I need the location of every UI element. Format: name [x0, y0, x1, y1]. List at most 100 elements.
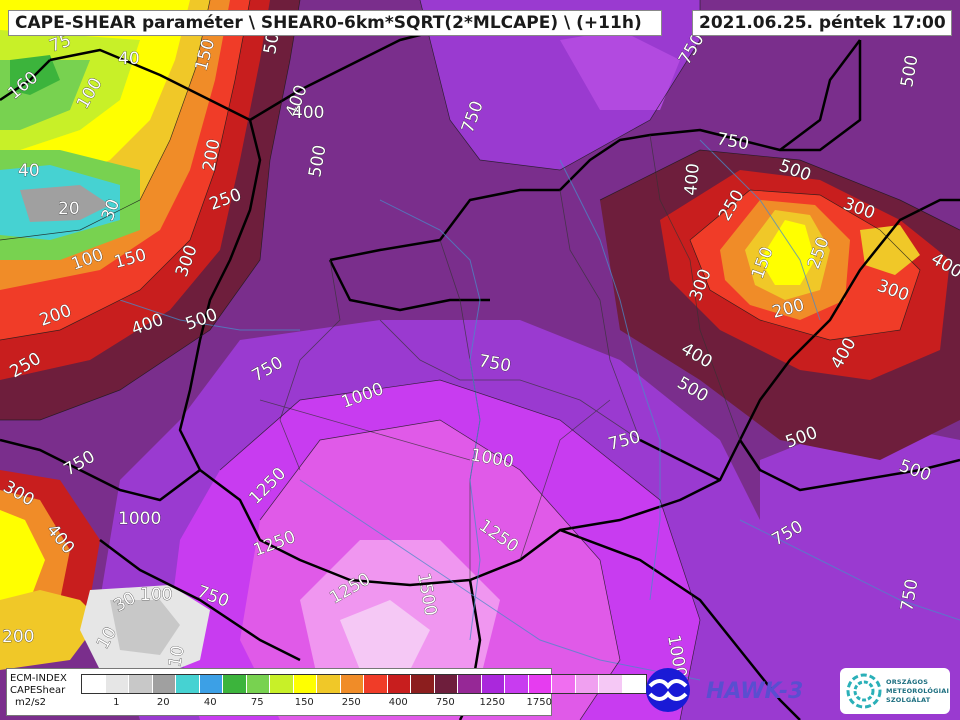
legend-swatch [481, 675, 505, 693]
omsz-line2: METEOROLÓGIAI [886, 687, 950, 695]
contour-label: 400 [827, 334, 861, 372]
contour-label: 150 [112, 245, 149, 273]
field-east-yellow [760, 220, 815, 285]
legend-unit: m2/s2 [15, 697, 47, 708]
legend-swatch [176, 675, 200, 693]
contour-label: 250 [7, 349, 45, 383]
contour-label: 20 [58, 199, 80, 219]
contour-label: 150 [748, 244, 778, 281]
contour-label: 30 [111, 588, 140, 616]
field-east-violet [760, 420, 960, 720]
legend-swatch [129, 675, 153, 693]
omsz-line1: ORSZÁGOS [886, 678, 929, 686]
contour-label: 400 [292, 103, 324, 123]
field-west-grey [20, 185, 110, 222]
legend-tick-label: 150 [294, 697, 314, 708]
contour-label: 30 [98, 197, 124, 224]
legend-ticks: 1 20 40 75 150 250 400 750 1250 1750 [81, 697, 552, 711]
contour-label: 750 [769, 517, 807, 551]
contour-label: 10 [93, 624, 121, 653]
legend-parameter: CAPEShear [10, 685, 66, 696]
country-borders [0, 28, 960, 720]
contour-label: 750 [477, 351, 512, 376]
legend-tick-label: 250 [341, 697, 361, 708]
contour-label: 750 [194, 582, 231, 612]
contour-label: 250 [715, 186, 749, 224]
contour-label: 40 [118, 49, 140, 69]
legend-swatch [434, 675, 458, 693]
contour-label: 500 [783, 423, 820, 453]
contour-label: 400 [928, 249, 960, 283]
omsz-line3: SZOLGÁLAT [886, 696, 931, 704]
contour-label: 750 [458, 98, 488, 135]
legend-swatch [152, 675, 176, 693]
contour-label: 250 [207, 185, 244, 215]
contour-label: 400 [42, 520, 78, 558]
legend-tick-label: 40 [203, 697, 217, 708]
legend-swatch [505, 675, 529, 693]
legend-swatches [81, 674, 647, 694]
contour-label: 300 [0, 477, 38, 511]
contour-label: 200 [199, 137, 224, 172]
contour-label: 750 [249, 353, 287, 387]
county-borders [259, 134, 741, 580]
contour-label: 750 [715, 129, 750, 154]
hawk-logo-text: HAWK-3 [706, 679, 803, 704]
contour-label: 1250 [245, 464, 290, 509]
legend-source: ECM-INDEX [10, 673, 67, 684]
contour-label: 500 [305, 143, 330, 178]
contour-label: 500 [776, 156, 813, 186]
legend-swatch [599, 675, 623, 693]
omsz-logo: ORSZÁGOS METEOROLÓGIAI SZOLGÁLAT [840, 668, 950, 714]
omsz-emblem-icon [846, 673, 882, 709]
legend-tick-label: 75 [250, 697, 264, 708]
contour-label: 1500 [413, 571, 440, 617]
legend-tick-label: 1 [113, 697, 120, 708]
contour-label: 750 [61, 447, 99, 481]
contour-label: 400 [129, 310, 166, 340]
contour-label: 1250 [475, 516, 522, 557]
contour-label: 40 [18, 161, 40, 181]
contour-label: 150 [192, 37, 220, 74]
legend-swatch [458, 675, 482, 693]
hawk-logo: HAWK-3 [646, 668, 803, 712]
contour-label: 750 [675, 30, 709, 68]
contour-label: 200 [2, 627, 34, 647]
legend-swatch [364, 675, 388, 693]
contour-label: 160 [4, 68, 42, 104]
legend-tick-label: 20 [156, 697, 170, 708]
contour-label: 250 [804, 234, 834, 271]
contour-label: 100 [69, 245, 106, 275]
contour-label: 10 [165, 644, 188, 669]
legend-swatch [105, 675, 129, 693]
legend-tick-label: 750 [435, 697, 455, 708]
contour-label: 500 [897, 53, 922, 88]
map-datetime: 2021.06.25. péntek 17:00 [692, 10, 952, 36]
legend-tick-label: 1250 [479, 697, 505, 708]
field-south-lightest [340, 600, 430, 670]
legend-swatch [293, 675, 317, 693]
field-sw-gold [0, 590, 100, 670]
legend-swatch [223, 675, 247, 693]
legend-swatch [82, 675, 106, 693]
legend-tick-label: 400 [388, 697, 408, 708]
rivers [119, 139, 960, 681]
legend-swatch [552, 675, 576, 693]
contour-label: 200 [37, 301, 74, 331]
field-north-violet-core [560, 30, 680, 110]
legend-swatch [411, 675, 435, 693]
color-legend: ECM-INDEX CAPEShear m2/s2 1 20 40 75 150 250 4… [6, 668, 647, 716]
legend-swatch [317, 675, 341, 693]
contour-label: 300 [874, 276, 911, 306]
legend-swatch [528, 675, 552, 693]
contour-label: 400 [678, 339, 716, 373]
legend-swatch [387, 675, 411, 693]
contour-label: 300 [686, 266, 716, 303]
contour-label: 1000 [469, 445, 515, 472]
contour-label: 1250 [251, 527, 298, 561]
legend-swatch [340, 675, 364, 693]
contour-label: 1250 [327, 569, 374, 608]
